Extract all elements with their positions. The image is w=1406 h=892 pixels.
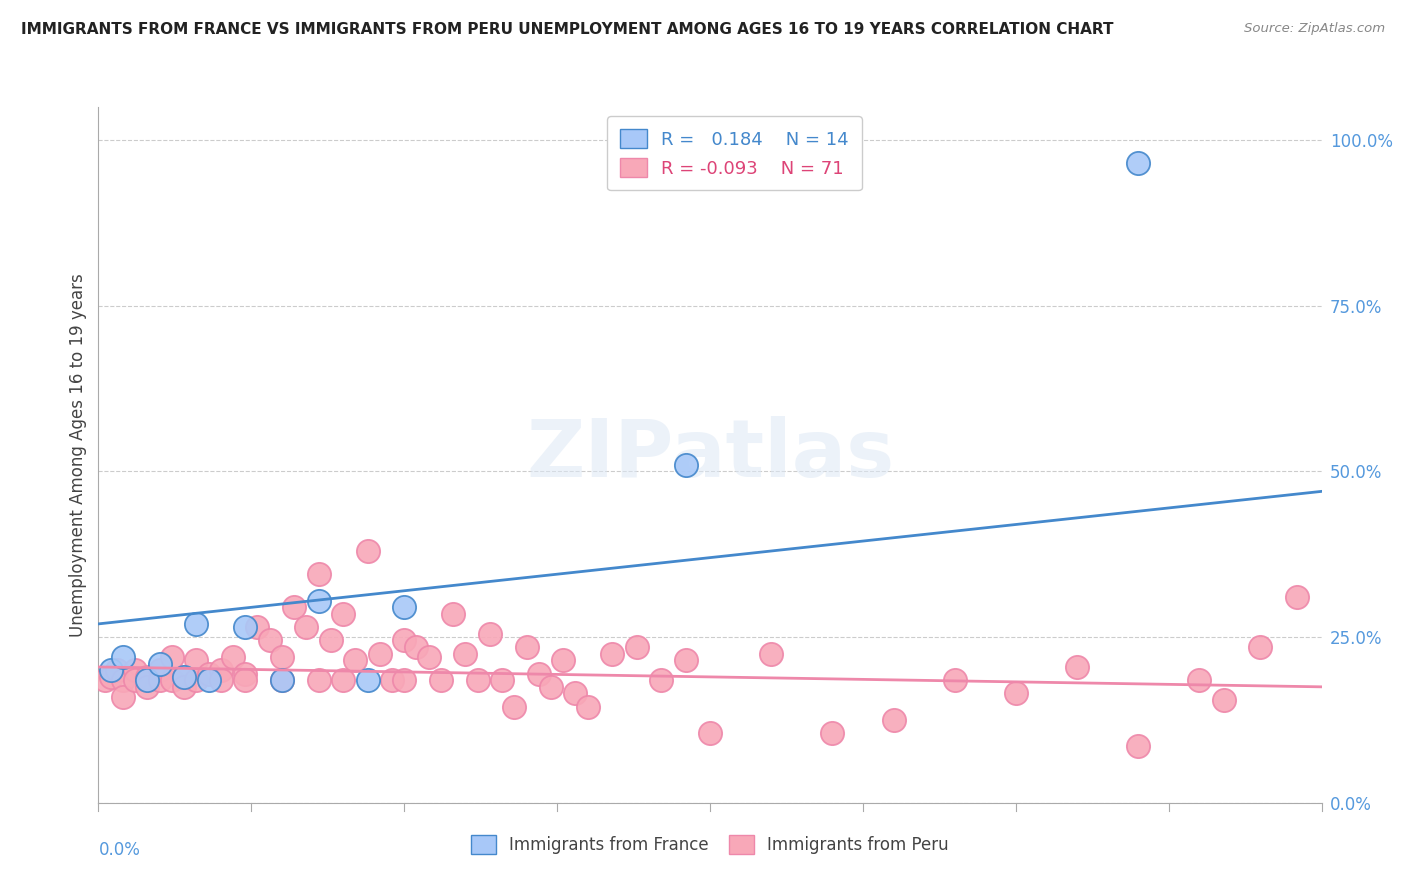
- Point: [650, 673, 672, 688]
- Point: [600, 647, 623, 661]
- Y-axis label: Unemployment Among Ages 16 to 19 years: Unemployment Among Ages 16 to 19 years: [69, 273, 87, 637]
- Point: [233, 666, 256, 681]
- Text: IMMIGRANTS FROM FRANCE VS IMMIGRANTS FROM PERU UNEMPLOYMENT AMONG AGES 16 TO 19 : IMMIGRANTS FROM FRANCE VS IMMIGRANTS FRO…: [21, 22, 1114, 37]
- Point: [392, 633, 416, 648]
- Point: [246, 620, 269, 634]
- Point: [100, 670, 122, 684]
- Point: [173, 670, 195, 684]
- Point: [392, 673, 416, 688]
- Text: Source: ZipAtlas.com: Source: ZipAtlas.com: [1244, 22, 1385, 36]
- Point: [516, 640, 538, 654]
- Point: [430, 673, 453, 688]
- Point: [149, 663, 172, 677]
- Point: [160, 673, 183, 688]
- Point: [626, 640, 648, 654]
- Point: [356, 673, 378, 688]
- Point: [821, 726, 844, 740]
- Point: [675, 653, 697, 667]
- Point: [759, 647, 782, 661]
- Point: [564, 686, 586, 700]
- Point: [149, 657, 172, 671]
- Point: [943, 673, 966, 688]
- Point: [392, 600, 416, 615]
- Point: [1066, 660, 1088, 674]
- Point: [527, 666, 550, 681]
- Point: [454, 647, 477, 661]
- Point: [1212, 693, 1234, 707]
- Point: [186, 673, 208, 688]
- Point: [283, 600, 305, 615]
- Point: [111, 673, 134, 688]
- Point: [136, 670, 159, 684]
- Text: 0.0%: 0.0%: [98, 841, 141, 859]
- Point: [405, 640, 427, 654]
- Point: [478, 627, 501, 641]
- Point: [173, 670, 195, 684]
- Point: [270, 673, 292, 688]
- Point: [222, 650, 245, 665]
- Point: [1004, 686, 1026, 700]
- Point: [308, 567, 330, 582]
- Point: [540, 680, 562, 694]
- Point: [1286, 591, 1309, 605]
- Point: [491, 673, 513, 688]
- Point: [883, 713, 905, 727]
- Point: [1128, 739, 1150, 754]
- Point: [270, 650, 292, 665]
- Point: [344, 653, 367, 667]
- Point: [270, 673, 292, 688]
- Point: [111, 690, 134, 704]
- Point: [233, 673, 256, 688]
- Point: [136, 673, 159, 688]
- Point: [308, 673, 330, 688]
- Point: [136, 680, 159, 694]
- Point: [576, 699, 599, 714]
- Point: [124, 673, 146, 688]
- Text: ZIPatlas: ZIPatlas: [526, 416, 894, 494]
- Point: [186, 653, 208, 667]
- Legend: Immigrants from France, Immigrants from Peru: Immigrants from France, Immigrants from …: [461, 825, 959, 864]
- Point: [699, 726, 721, 740]
- Point: [124, 663, 146, 677]
- Point: [368, 647, 391, 661]
- Point: [173, 680, 195, 694]
- Point: [308, 593, 330, 607]
- Point: [186, 616, 208, 631]
- Point: [1188, 673, 1211, 688]
- Point: [319, 633, 342, 648]
- Point: [259, 633, 281, 648]
- Point: [381, 673, 404, 688]
- Point: [149, 673, 172, 688]
- Point: [332, 673, 354, 688]
- Point: [418, 650, 440, 665]
- Point: [553, 653, 575, 667]
- Point: [209, 663, 232, 677]
- Point: [160, 650, 183, 665]
- Point: [295, 620, 318, 634]
- Point: [467, 673, 489, 688]
- Point: [356, 544, 378, 558]
- Point: [197, 666, 219, 681]
- Point: [209, 673, 232, 688]
- Point: [233, 620, 256, 634]
- Point: [1249, 640, 1271, 654]
- Point: [93, 673, 115, 688]
- Point: [332, 607, 354, 621]
- Point: [197, 673, 219, 688]
- Point: [111, 650, 134, 665]
- Point: [441, 607, 464, 621]
- Point: [675, 458, 697, 472]
- Point: [105, 663, 128, 677]
- Point: [100, 663, 122, 677]
- Point: [503, 699, 526, 714]
- Point: [1128, 156, 1150, 170]
